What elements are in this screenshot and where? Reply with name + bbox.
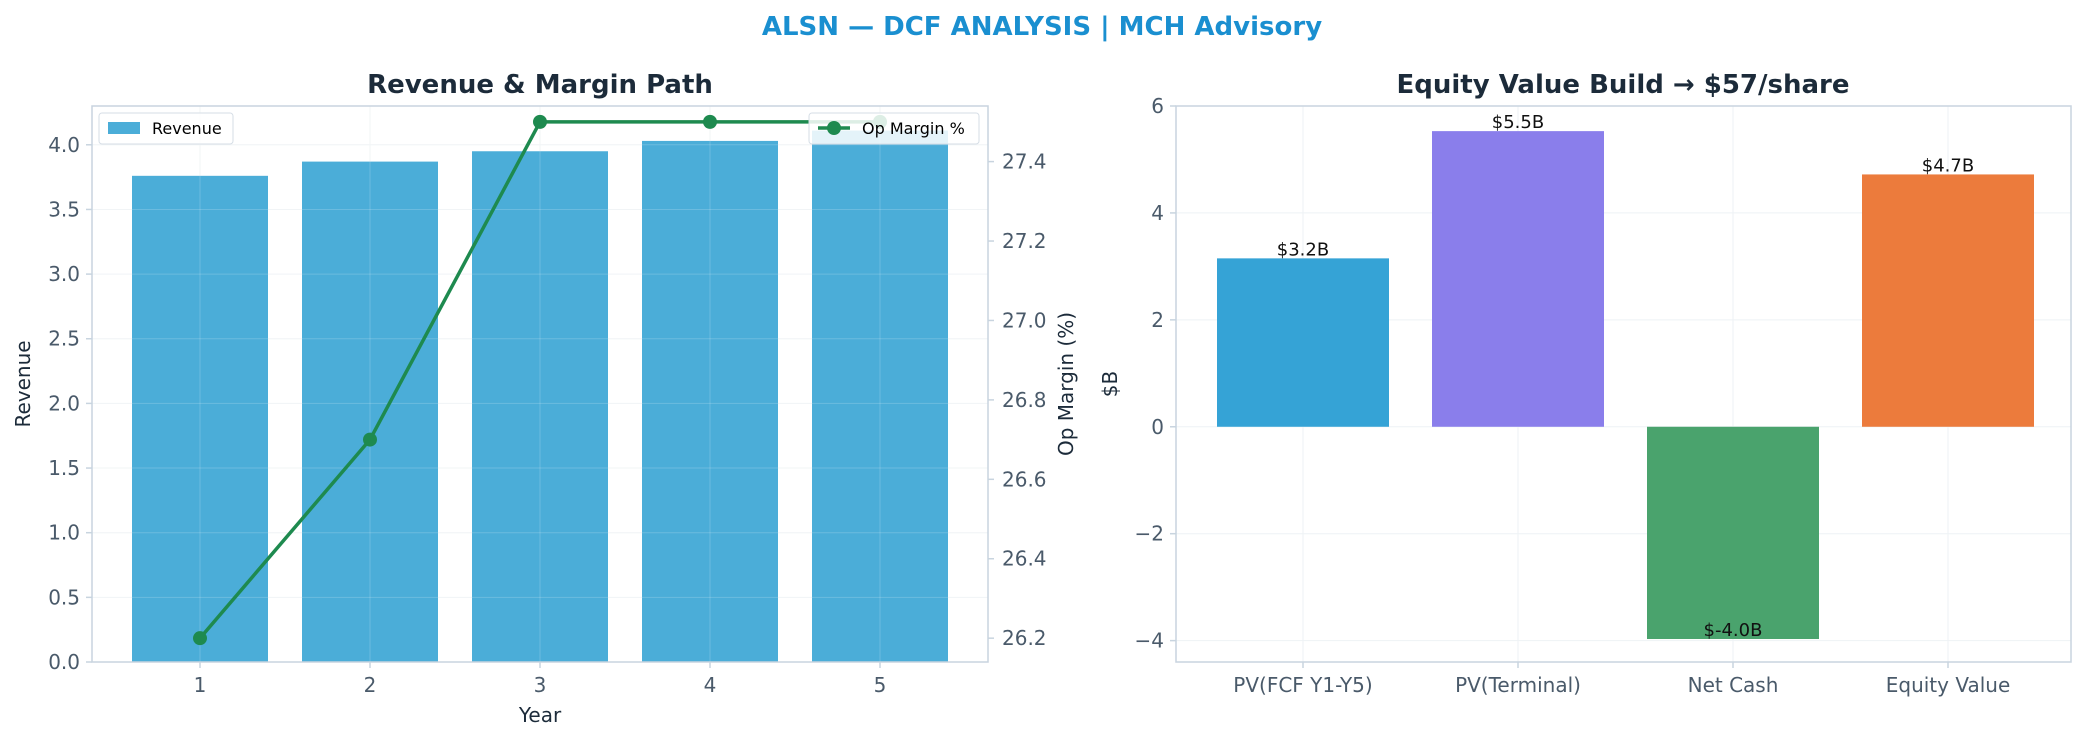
equity-bar <box>1862 174 2034 427</box>
left-y2-axis-label: Op Margin (%) <box>1054 312 1078 456</box>
legend-op-margin-label: Op Margin % <box>862 119 965 138</box>
left-y-tick-label: 0.5 <box>48 585 80 609</box>
equity-bar-label: $4.7B <box>1922 155 1974 176</box>
figure-suptitle: ALSN — DCF ANALYSIS | MCH Advisory <box>762 12 1322 42</box>
legend-op-margin: Op Margin % <box>808 112 980 145</box>
legend-revenue: Revenue <box>98 112 234 145</box>
equity-bar <box>1432 131 1604 427</box>
right-y-tick-label: 2 <box>1151 308 1164 332</box>
revenue-bars <box>132 130 948 663</box>
left-y-tick-label: 1.0 <box>48 521 80 545</box>
equity-bars <box>1217 131 2034 640</box>
right-x-tick-label: PV(Terminal) <box>1455 673 1581 697</box>
op-margin-point <box>533 114 547 129</box>
equity-bar <box>1217 258 1389 427</box>
legend-revenue-frame <box>98 112 234 145</box>
right-y-tick-label: 0 <box>1151 415 1164 439</box>
left-x-axis-label: Year <box>518 703 562 727</box>
right-axes <box>1175 105 2072 663</box>
left-x-tick-label: 1 <box>194 673 207 697</box>
equity-bar <box>1647 426 1819 640</box>
op-margin-point <box>193 631 207 646</box>
revenue-bar <box>302 161 438 662</box>
right-chart-title: Equity Value Build → $57/share <box>1397 70 1850 100</box>
revenue-bar <box>132 175 268 663</box>
right-y-tick-label: 6 <box>1151 94 1164 118</box>
op-margin-point <box>363 432 377 447</box>
legend-revenue-swatch <box>108 122 140 134</box>
legend-op-margin-frame <box>808 112 980 145</box>
equity-bar-label: $3.2B <box>1277 239 1329 260</box>
left-y-ticks: 0.0 0.5 1.0 1.5 2.0 2.5 3.0 3.5 4.0 <box>48 133 92 674</box>
left-y-tick-label: 3.5 <box>48 197 80 221</box>
right-y-ticks: −4 −2 0 2 4 6 <box>1135 94 1176 653</box>
left-y2-tick-label: 27.4 <box>1002 150 1047 174</box>
right-y-tick-label: −2 <box>1135 522 1164 546</box>
legend-op-margin-marker <box>827 121 841 135</box>
right-plot-frame <box>1175 105 2072 663</box>
left-y2-tick-label: 26.8 <box>1002 388 1047 412</box>
left-x-tick-label: 5 <box>874 673 887 697</box>
right-y-axis-label: $B <box>1098 371 1122 397</box>
left-x-tick-label: 4 <box>704 673 717 697</box>
revenue-bar <box>812 130 948 662</box>
left-y2-ticks: 26.2 26.4 26.6 26.8 27.0 27.2 27.4 <box>988 150 1047 650</box>
op-margin-point <box>703 114 717 129</box>
left-y2-tick-label: 27.2 <box>1002 229 1047 253</box>
equity-bar-labels: $3.2B $5.5B $-4.0B $4.7B <box>1277 112 1974 641</box>
left-y2-tick-label: 27.0 <box>1002 308 1047 332</box>
left-x-ticks: 1 2 3 4 5 <box>194 662 887 697</box>
right-x-tick-label: Equity Value <box>1886 673 2011 697</box>
equity-bar-label: $-4.0B <box>1704 620 1763 641</box>
left-y-axis-label: Revenue <box>11 340 35 427</box>
right-x-ticks: PV(FCF Y1-Y5) PV(Terminal) Net Cash Equity … <box>1233 662 2010 697</box>
equity-bar-label: $5.5B <box>1492 112 1544 133</box>
revenue-bar <box>642 140 778 662</box>
left-y2-tick-label: 26.4 <box>1002 547 1047 571</box>
left-y-tick-label: 4.0 <box>48 133 80 157</box>
left-y-tick-label: 1.5 <box>48 456 80 480</box>
left-y-tick-label: 3.0 <box>48 262 80 286</box>
right-x-tick-label: PV(FCF Y1-Y5) <box>1233 673 1372 697</box>
left-x-tick-label: 3 <box>534 673 547 697</box>
left-y-tick-label: 0.0 <box>48 650 80 674</box>
left-x-tick-label: 2 <box>364 673 377 697</box>
left-y2-tick-label: 26.2 <box>1002 626 1047 650</box>
left-chart-title: Revenue & Margin Path <box>367 70 713 100</box>
right-y-tick-label: 4 <box>1151 201 1164 225</box>
left-y-tick-label: 2.5 <box>48 327 80 351</box>
left-y-tick-label: 2.0 <box>48 391 80 415</box>
op-margin-line <box>193 114 887 646</box>
legend-revenue-label: Revenue <box>152 119 222 138</box>
right-y-tick-label: −4 <box>1135 629 1164 653</box>
revenue-bar <box>472 151 608 663</box>
equity-value-panel: Equity Value Build → $57/share $3.2B $5.5… <box>1098 70 2072 697</box>
left-y2-tick-label: 26.6 <box>1002 467 1047 491</box>
revenue-margin-panel: Revenue & Margin Path 0.0 0.5 1.0 1.5 2.0 2.5… <box>11 70 1078 727</box>
right-x-tick-label: Net Cash <box>1688 673 1779 697</box>
